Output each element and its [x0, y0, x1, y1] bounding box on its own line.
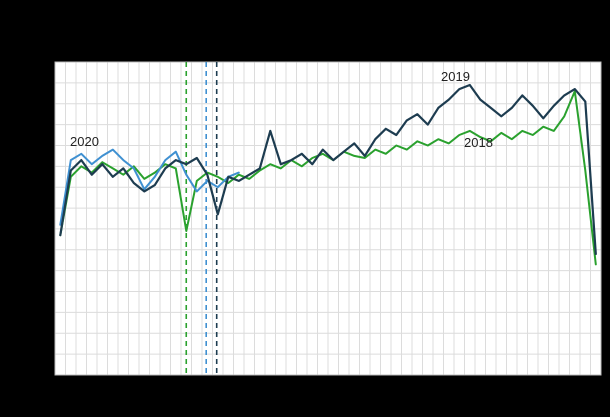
plot-border [54, 61, 602, 376]
series-label-2018: 2018 [464, 135, 493, 150]
series-label-2020: 2020 [70, 134, 99, 149]
series-line-2018 [59, 90, 597, 266]
series-line-2019 [59, 83, 597, 256]
series-label-2019: 2019 [441, 69, 470, 84]
